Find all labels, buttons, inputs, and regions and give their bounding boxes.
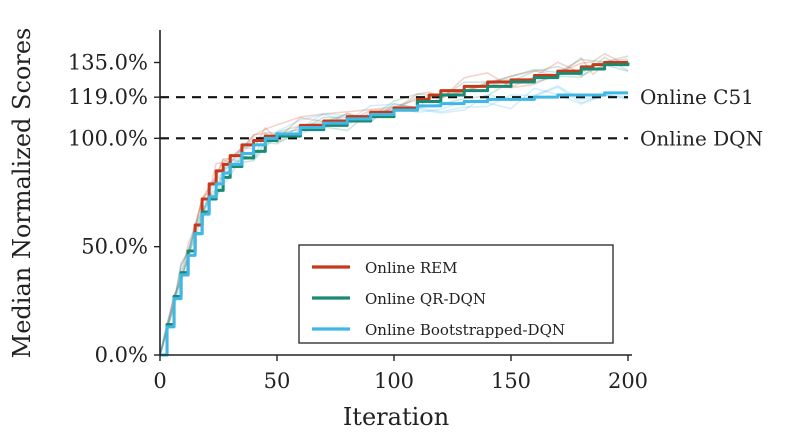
legend: Online REM Online QR-DQN Online Bootstrapp… — [298, 244, 614, 344]
legend-label-online-bootstrapped-dqn: Online Bootstrapped-DQN — [365, 321, 565, 339]
legend-items: Online REM Online QR-DQN Online Bootstrapp… — [312, 259, 565, 339]
x-axis-title: Iteration — [343, 403, 449, 431]
x-tick-label: 0 — [153, 369, 166, 393]
ref-label-online-dqn: Online DQN — [640, 126, 763, 150]
y-axis-ticks: 0.0% 50.0% 100.0% 119.0% 135.0% — [68, 51, 160, 367]
y-axis-title: Median Normalized Scores — [8, 28, 36, 359]
y-tick-label: 50.0% — [81, 235, 148, 259]
ref-label-online-c51: Online C51 — [640, 85, 754, 109]
legend-label-online-qr-dqn: Online QR-DQN — [365, 290, 486, 308]
x-tick-label: 150 — [491, 369, 531, 393]
y-tick-label: 119.0% — [68, 85, 148, 109]
y-tick-label: 0.0% — [95, 343, 148, 367]
x-tick-label: 50 — [264, 369, 291, 393]
x-tick-label: 100 — [374, 369, 414, 393]
series-line-online-rem — [160, 61, 628, 357]
series-line-online-bootstrapped-dqn — [160, 91, 628, 357]
x-tick-label: 200 — [608, 369, 648, 393]
legend-box — [298, 244, 614, 344]
legend-label-online-rem: Online REM — [365, 259, 457, 277]
y-tick-label: 135.0% — [68, 51, 148, 75]
y-tick-label: 100.0% — [68, 126, 148, 150]
series-lines — [160, 61, 630, 357]
seed-trace-online-rem — [159, 56, 629, 356]
x-axis-ticks: 0 50 100 150 200 — [153, 355, 648, 393]
